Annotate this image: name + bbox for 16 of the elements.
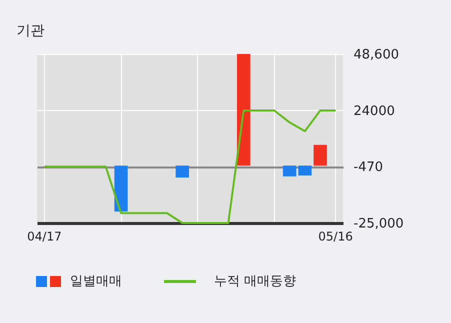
legend-label: 일별매매 bbox=[70, 273, 122, 290]
chart-title: 기관 bbox=[16, 23, 45, 39]
x-tick-label: 04/17 bbox=[27, 230, 62, 244]
bar bbox=[314, 144, 327, 166]
bar bbox=[176, 166, 190, 178]
bar bbox=[114, 166, 128, 212]
x-tick-label: 05/16 bbox=[318, 230, 353, 244]
line-series bbox=[43, 109, 337, 224]
y-tick-label: 48,600 bbox=[354, 48, 399, 62]
bar bbox=[236, 54, 250, 166]
y-tick-label: -25,000 bbox=[354, 216, 404, 232]
legend-label: 누적 매매동향 bbox=[214, 273, 296, 290]
y-tick-label: 24000 bbox=[354, 104, 395, 119]
y-tick-label: -470 bbox=[354, 160, 384, 176]
bar bbox=[282, 166, 296, 176]
bar bbox=[298, 166, 312, 176]
